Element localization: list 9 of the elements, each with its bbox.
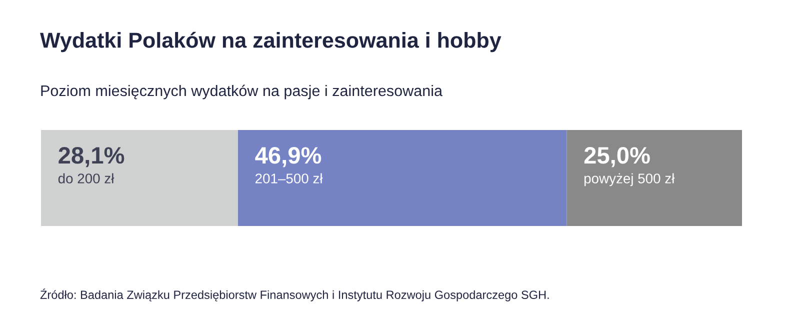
- series-label: 201–500 zł: [256, 173, 323, 184]
- chart-title: Wydatki Polaków na zainteresowania i hobby: [40, 32, 502, 52]
- text: Źródło: Badania Związku Przedsiębiorstw Finansowych i Instytutu Rozwoju Gospodarczego SGH.: [40, 288, 549, 302]
- data-label: 46,9%: [255, 147, 322, 168]
- series-label: powyżej 500 zł: [584, 173, 675, 186]
- chart-subtitle: Poziom miesięcznych wydatków na pasje i zainteresowania: [41, 84, 443, 100]
- series-label: do 200 zł: [58, 173, 114, 184]
- data-label: 28,1%: [58, 147, 124, 168]
- data-label: 25,0%: [584, 147, 650, 168]
